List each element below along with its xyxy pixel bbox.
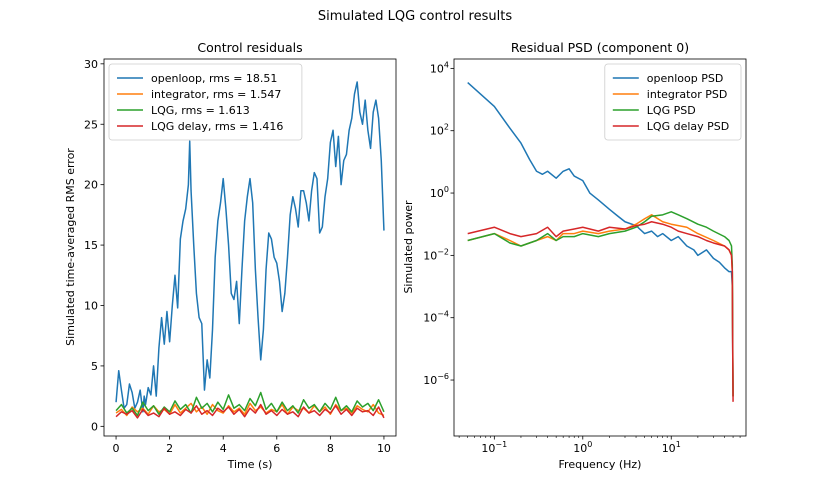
residuals-legend: openloop, rms = 18.51 integrator, rms = 1… <box>108 63 303 141</box>
residuals-y-tick-label: 0 <box>91 420 98 433</box>
psd-axes-frame <box>453 58 747 437</box>
residuals-y-tick-label: 30 <box>84 58 98 71</box>
residuals-legend-box <box>108 63 303 141</box>
psd-y-tick-label: 10−4 <box>423 310 449 325</box>
residuals-axes-frame <box>103 58 397 437</box>
psd-y-tick-label: 104 <box>430 60 449 75</box>
residuals-x-tick-label: 4 <box>220 442 227 455</box>
residuals-x-tick-label: 0 <box>113 442 120 455</box>
psd-x-tick-label: 10−1 <box>481 440 507 455</box>
psd-x-tick-label: 100 <box>573 440 592 455</box>
psd-legend-label: openloop PSD <box>647 72 724 85</box>
residuals-x-axis-label: Time (s) <box>227 458 273 471</box>
residuals-series-lqg-delay-rms-1-416 <box>115 403 385 419</box>
psd-legend-label: LQG delay PSD <box>647 120 729 133</box>
residuals-series-openloop-rms-18-51 <box>115 81 385 413</box>
psd-axes: Residual PSD (component 0) 10−1 100 10110−… <box>402 40 747 471</box>
psd-ticks: 10−1 100 101 10−6 10−4 10−2 100 102 104 <box>423 60 741 455</box>
residuals-legend-label: openloop, rms = 18.51 <box>151 72 277 85</box>
psd-y-axis-label: Simulated power <box>402 200 415 294</box>
residuals-series-lqg-rms-1-613 <box>115 391 385 417</box>
psd-legend-label: LQG PSD <box>647 104 696 117</box>
psd-legend-label: integrator PSD <box>647 88 728 101</box>
psd-plot-area <box>467 82 734 402</box>
psd-x-axis-label: Frequency (Hz) <box>559 458 642 471</box>
residuals-title: Control residuals <box>197 40 302 55</box>
residuals-y-tick-label: 15 <box>84 239 98 252</box>
psd-title: Residual PSD (component 0) <box>511 40 689 55</box>
residuals-x-tick-label: 6 <box>273 442 280 455</box>
psd-x-tick-label: 101 <box>662 440 681 455</box>
residuals-plot-area <box>115 81 385 419</box>
psd-y-tick-label: 10−6 <box>423 372 449 387</box>
figure-suptitle: Simulated LQG control results <box>318 9 512 24</box>
residuals-legend-label: LQG, rms = 1.613 <box>151 104 250 117</box>
residuals-legend-label: LQG delay, rms = 1.416 <box>151 120 283 133</box>
residuals-y-axis-label: Simulated time-averaged RMS error <box>64 148 77 346</box>
residuals-axes: Control residuals 0 2 4 6 8 10 0 5 10 15 20 25 30 Ti… <box>64 40 397 471</box>
psd-y-tick-label: 100 <box>430 185 449 200</box>
psd-series-lqg-delay-psd <box>467 220 734 402</box>
residuals-y-tick-label: 20 <box>84 179 98 192</box>
residuals-x-tick-label: 10 <box>377 442 391 455</box>
residuals-y-tick-label: 25 <box>84 118 98 131</box>
psd-y-tick-label: 10−2 <box>423 247 449 262</box>
psd-legend: openloop PSD integrator PSD LQG PSD LQG del… <box>604 63 742 141</box>
residuals-x-tick-label: 2 <box>166 442 173 455</box>
residuals-ticks: 0 2 4 6 8 10 0 5 10 15 20 25 30 <box>84 58 391 455</box>
residuals-legend-label: integrator, rms = 1.547 <box>151 88 281 101</box>
psd-legend-box <box>604 63 742 141</box>
residuals-y-tick-label: 5 <box>91 360 98 373</box>
residuals-y-tick-label: 10 <box>84 300 98 313</box>
psd-series-lqg-psd <box>467 211 734 397</box>
residuals-x-tick-label: 8 <box>327 442 334 455</box>
psd-y-tick-label: 102 <box>430 123 449 138</box>
